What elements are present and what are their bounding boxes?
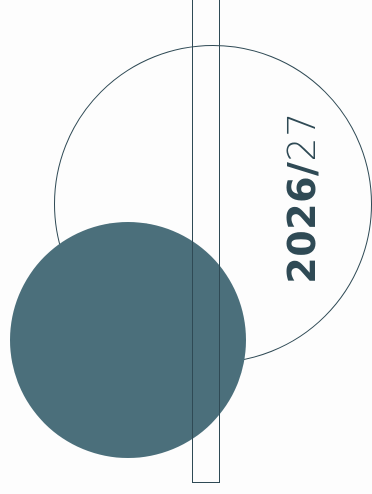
filled-circle xyxy=(10,222,246,458)
year-main: 2026/ xyxy=(280,161,324,284)
vertical-bar xyxy=(192,0,220,483)
year-suffix: 27 xyxy=(280,112,324,162)
year-label: 2026/27 xyxy=(280,112,324,284)
